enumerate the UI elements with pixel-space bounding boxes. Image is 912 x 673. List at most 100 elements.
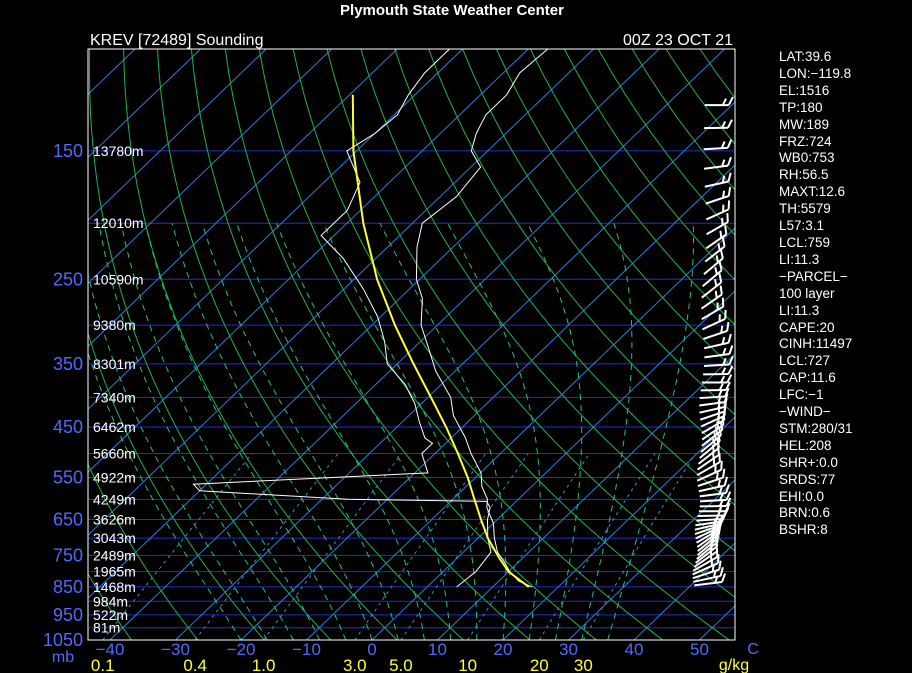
dry-adiabat-line bbox=[360, 49, 735, 552]
temperature-tick-label: −10 bbox=[292, 640, 321, 659]
moist-adiabat-line bbox=[98, 223, 294, 640]
valid-time-label: 00Z 23 OCT 21 bbox=[623, 32, 733, 49]
temperature-tick-label: −40 bbox=[96, 640, 125, 659]
temperature-tick-label: 20 bbox=[494, 640, 513, 659]
sounding-index-item: STM:280/31 bbox=[779, 420, 853, 436]
dry-adiabat-line bbox=[88, 331, 265, 640]
mixing-ratio-line bbox=[538, 453, 656, 640]
temperature-tick-label: 0 bbox=[367, 640, 376, 659]
dry-adiabat-line bbox=[462, 49, 735, 416]
wind-barb-flag bbox=[718, 560, 722, 570]
sounding-index-item: SRDS:77 bbox=[779, 471, 836, 487]
moist-adiabat-line bbox=[144, 223, 347, 640]
sounding-index-item: EHI:0.0 bbox=[779, 488, 825, 504]
height-label: 8301m bbox=[93, 356, 136, 372]
wind-barb-flag bbox=[711, 451, 715, 459]
wind-barb-flag bbox=[728, 355, 734, 365]
dry-adiabat-line bbox=[563, 49, 735, 281]
mixing-ratio-line bbox=[102, 453, 253, 640]
wind-barb-shaft bbox=[696, 536, 720, 556]
wind-barb-flag bbox=[718, 499, 724, 507]
sounding-index-item: MW:189 bbox=[779, 116, 830, 132]
wind-barb-flag bbox=[716, 525, 721, 535]
wind-barb-flag bbox=[722, 347, 727, 356]
wind-barb-flag bbox=[722, 190, 726, 199]
wind-barb-shaft bbox=[696, 540, 719, 560]
dry-adiabat-line bbox=[88, 572, 132, 640]
temperature-tick-label: 50 bbox=[690, 640, 709, 659]
dry-adiabat-line bbox=[631, 49, 735, 191]
height-label: 9380m bbox=[93, 317, 136, 333]
moist-adiabat-line bbox=[171, 223, 373, 640]
wind-barb-shaft bbox=[699, 401, 725, 407]
sounding-index-item: LI:11.3 bbox=[779, 251, 820, 267]
moist-adiabat-line bbox=[447, 222, 541, 640]
mixing-ratio-tick-label: 20 bbox=[530, 656, 549, 673]
sounding-index-item: SHR+:0.0 bbox=[779, 454, 838, 470]
sounding-index-item: LCL:759 bbox=[779, 234, 831, 250]
isotherm-line bbox=[109, 49, 725, 640]
wind-barb-flag bbox=[709, 543, 713, 551]
wind-barb-flag bbox=[719, 249, 724, 259]
wind-barb-shaft bbox=[705, 195, 730, 205]
wind-barb-shaft bbox=[703, 257, 724, 275]
isotherm-line bbox=[88, 49, 529, 473]
wind-barb-shaft bbox=[696, 528, 721, 544]
wind-barb-flag bbox=[715, 472, 719, 480]
wind-barb-shaft bbox=[693, 574, 721, 583]
wind-barb-flag bbox=[717, 479, 722, 488]
sounding-index-item: BRN:0.6 bbox=[779, 505, 831, 521]
pressure-tick-label: 850 bbox=[53, 577, 83, 597]
wind-barb-flag bbox=[721, 159, 726, 167]
isotherm-line bbox=[88, 49, 201, 159]
height-label: 1965m bbox=[93, 564, 136, 580]
height-label: 7340m bbox=[93, 389, 136, 405]
wind-barb-shaft bbox=[699, 410, 725, 421]
sounding-index-item: FRZ:724 bbox=[779, 133, 832, 149]
wind-barb-shaft bbox=[695, 520, 723, 527]
height-label: 4249m bbox=[93, 491, 136, 507]
sounding-index-item: −WIND− bbox=[779, 404, 831, 420]
sounding-index-item: L57:3.1 bbox=[779, 218, 825, 234]
mixing-ratio-line bbox=[354, 453, 487, 640]
sounding-traces bbox=[192, 49, 549, 588]
wind-barb-shaft bbox=[700, 293, 723, 310]
parcel-trace bbox=[351, 94, 530, 588]
pressure-tick-label: 650 bbox=[53, 509, 83, 529]
sounding-index-item: TP:180 bbox=[779, 99, 823, 115]
wind-barb-shaft bbox=[698, 484, 725, 493]
station-label: KREV [72489] Sounding bbox=[90, 32, 263, 49]
moist-adiabat-line bbox=[201, 223, 399, 640]
dry-adiabat-line bbox=[190, 49, 531, 640]
dry-adiabat-line bbox=[258, 49, 664, 640]
sounding-index-item: BSHR:8 bbox=[779, 522, 828, 538]
temperature-trace bbox=[415, 49, 549, 588]
temperature-tick-label: −20 bbox=[227, 640, 256, 659]
wind-barb-flag bbox=[726, 374, 733, 384]
sounding-index-item: EL:1516 bbox=[779, 82, 830, 98]
wind-barb-flag bbox=[716, 421, 720, 429]
sounding-index-item: −PARCEL− bbox=[779, 268, 848, 284]
mixing-ratio-tick-label: 30 bbox=[574, 656, 593, 673]
sounding-index-item: LAT:39.6 bbox=[779, 49, 832, 64]
pressure-tick-label: 550 bbox=[53, 467, 83, 487]
wind-barb-flag bbox=[721, 297, 725, 307]
temperature-tick-label: −30 bbox=[161, 640, 190, 659]
wind-barb-shaft bbox=[700, 434, 722, 453]
wind-barb-shaft bbox=[692, 556, 718, 572]
wind-barb-flag bbox=[724, 225, 728, 235]
isotherm-line bbox=[88, 49, 660, 599]
wind-barb-shaft bbox=[701, 305, 724, 321]
isotherm-line bbox=[88, 49, 463, 410]
wind-barb-flag bbox=[719, 230, 723, 238]
moist-adiabat-line bbox=[276, 223, 452, 640]
dry-adiabat-line bbox=[597, 49, 735, 236]
temperature-tick-label: 30 bbox=[559, 640, 578, 659]
pressure-unit-label: mb bbox=[52, 649, 74, 666]
wind-barb-flag bbox=[725, 484, 730, 494]
wind-barb-shaft bbox=[701, 429, 723, 447]
wind-barb-flag bbox=[728, 345, 734, 355]
wind-barb-flag bbox=[721, 415, 725, 425]
wind-barb-shaft bbox=[697, 476, 724, 487]
wind-barb-flag bbox=[710, 534, 715, 543]
